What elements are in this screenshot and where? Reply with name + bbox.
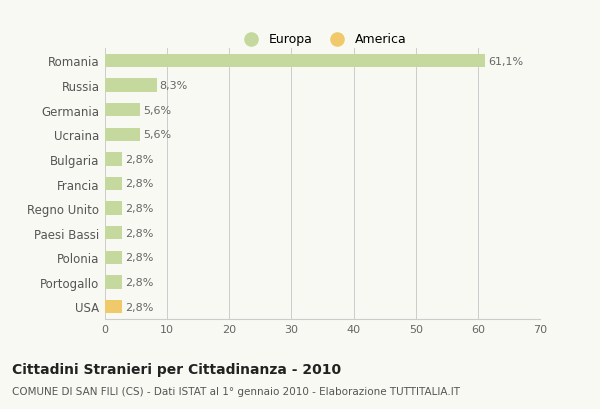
Text: 2,8%: 2,8% — [125, 253, 154, 263]
Text: 2,8%: 2,8% — [125, 228, 154, 238]
Text: COMUNE DI SAN FILI (CS) - Dati ISTAT al 1° gennaio 2010 - Elaborazione TUTTITALI: COMUNE DI SAN FILI (CS) - Dati ISTAT al … — [12, 387, 460, 396]
Bar — [105, 128, 140, 142]
Text: 2,8%: 2,8% — [125, 179, 154, 189]
Text: 2,8%: 2,8% — [125, 204, 154, 213]
Bar — [105, 202, 122, 215]
Bar — [105, 227, 122, 240]
Bar — [105, 251, 122, 265]
Bar — [105, 178, 122, 191]
Text: 2,8%: 2,8% — [125, 302, 154, 312]
Bar — [105, 103, 140, 117]
Text: 8,3%: 8,3% — [160, 81, 188, 91]
Bar — [105, 55, 485, 68]
Text: 5,6%: 5,6% — [143, 106, 171, 115]
Legend: Europa, America: Europa, America — [233, 28, 412, 51]
Text: 2,8%: 2,8% — [125, 155, 154, 164]
Text: 2,8%: 2,8% — [125, 277, 154, 287]
Bar — [105, 153, 122, 166]
Bar — [105, 300, 122, 314]
Bar — [105, 79, 157, 93]
Text: Cittadini Stranieri per Cittadinanza - 2010: Cittadini Stranieri per Cittadinanza - 2… — [12, 362, 341, 376]
Text: 5,6%: 5,6% — [143, 130, 171, 140]
Text: 61,1%: 61,1% — [488, 56, 523, 66]
Bar — [105, 276, 122, 289]
